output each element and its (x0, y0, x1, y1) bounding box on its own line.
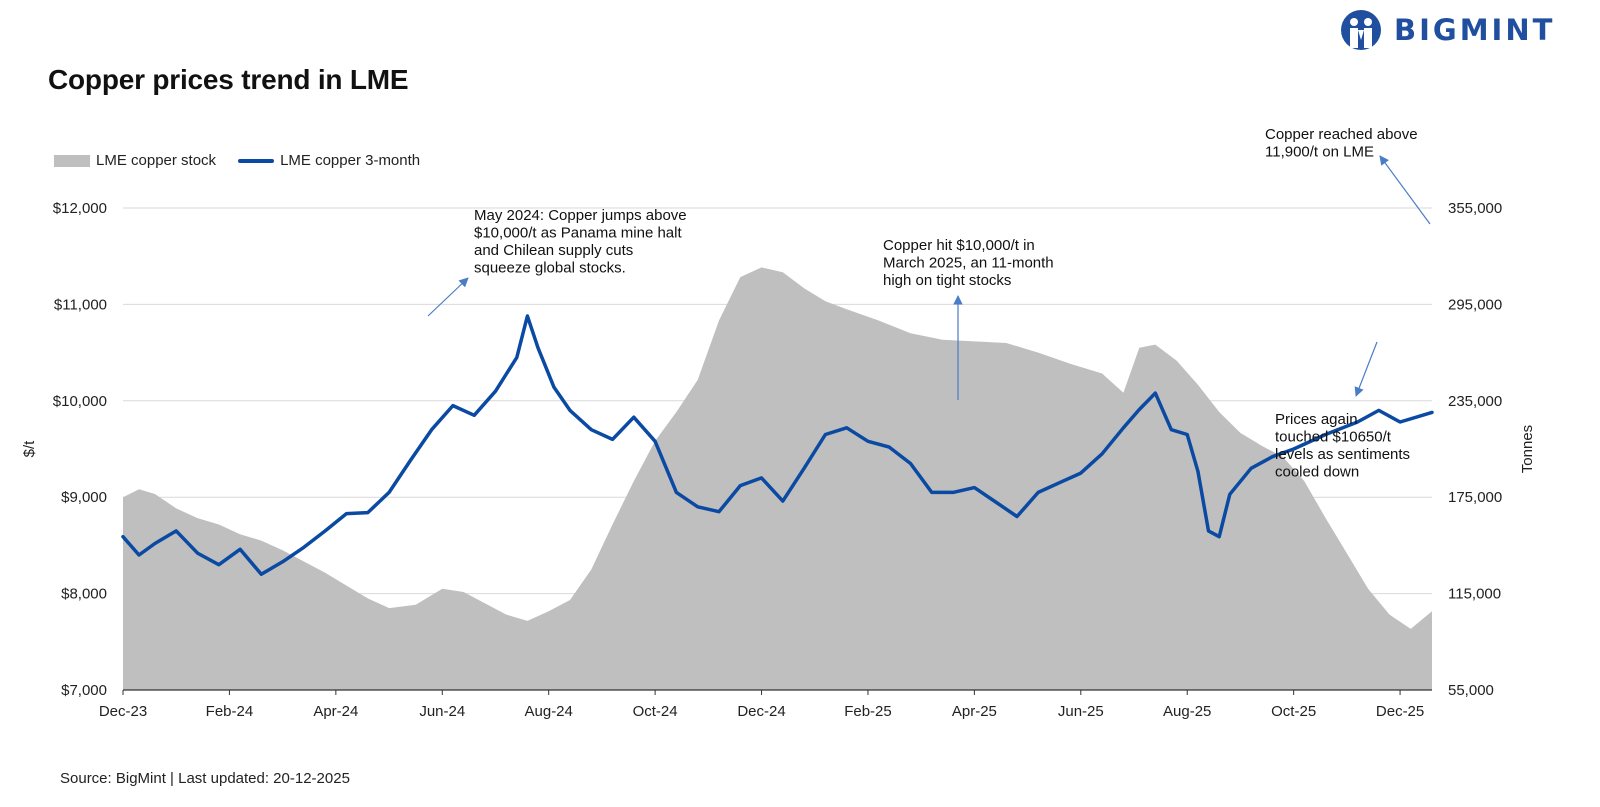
y-left-tick-label: $11,000 (54, 296, 107, 313)
brand-name: BIGMINT (1394, 13, 1556, 47)
y-left-tick-label: $9,000 (61, 489, 107, 506)
x-tick-label: Dec-25 (1376, 703, 1424, 720)
annotation-arrow (427, 277, 469, 317)
annotation-text: Copper hit $10,000/t in March 2025, an 11… (883, 237, 1054, 289)
x-tick-label: Jun-24 (419, 703, 465, 720)
bigmint-logo-icon (1341, 10, 1381, 50)
x-tick-label: Feb-25 (844, 703, 892, 720)
stock-area (123, 267, 1432, 690)
legend-swatch-stock (54, 154, 90, 167)
chart-legend: LME copper stock LME copper 3-month (54, 152, 442, 169)
annotation-arrow (1354, 341, 1378, 397)
y-left-axis-label: $/t (21, 440, 38, 458)
annotation-3: Copper reached above 11,900/t on LME (1265, 126, 1431, 225)
x-tick-label: Feb-24 (206, 703, 254, 720)
x-tick-label: Oct-25 (1271, 703, 1316, 720)
annotation-1: May 2024: Copper jumps above $10,000/t as… (427, 207, 687, 317)
y-left-tick-label: $12,000 (53, 200, 107, 217)
annotation-arrow (1379, 155, 1431, 225)
price-line (121, 314, 1434, 577)
x-tick-label: Dec-24 (737, 703, 785, 720)
x-tick-label: Jun-25 (1058, 703, 1104, 720)
annotation-2: Copper hit $10,000/t in March 2025, an 11… (879, 234, 1095, 400)
y-right-tick-label: 175,000 (1448, 489, 1502, 506)
y-right-tick-label: 115,000 (1448, 586, 1501, 603)
annotation-text: Copper reached above 11,900/t on LME (1265, 126, 1418, 161)
x-tick-label: Aug-25 (1163, 703, 1211, 720)
source-note: Source: BigMint | Last updated: 20-12-20… (60, 770, 350, 787)
x-tick-label: Aug-24 (525, 703, 573, 720)
brand-logo: BIGMINT (1338, 8, 1555, 52)
y-right-tick-label: 355,000 (1448, 200, 1502, 217)
legend-item-price: LME copper 3-month (238, 152, 420, 169)
legend-swatch-price (238, 158, 275, 163)
x-tick-label: Dec-23 (99, 703, 147, 720)
chart-title: Copper prices trend in LME (48, 64, 409, 95)
annotation-text: May 2024: Copper jumps above $10,000/t as… (474, 207, 687, 277)
y-right-tick-label: 235,000 (1448, 393, 1502, 410)
legend-label-price: LME copper 3-month (280, 152, 421, 169)
x-tick-label: Apr-24 (313, 703, 358, 720)
y-left-tick-label: $10,000 (53, 393, 107, 410)
annotation-4: Prices again touched $10650/t levels as se… (1275, 341, 1410, 481)
legend-label-stock: LME copper stock (96, 152, 217, 169)
x-tick-label: Apr-25 (952, 703, 997, 720)
x-tick-label: Oct-24 (633, 703, 678, 720)
annotation-text: Prices again touched $10650/t levels as se… (1275, 411, 1410, 481)
y-left-tick-label: $8,000 (61, 586, 107, 603)
y-left-tick-label: $7,000 (61, 682, 107, 699)
y-right-tick-label: 55,000 (1448, 682, 1494, 699)
y-right-axis-label: Tonnes (1519, 425, 1536, 473)
legend-item-stock: LME copper stock (54, 152, 216, 169)
y-right-tick-label: 295,000 (1448, 296, 1502, 313)
annotation-backdrop (879, 234, 1095, 296)
